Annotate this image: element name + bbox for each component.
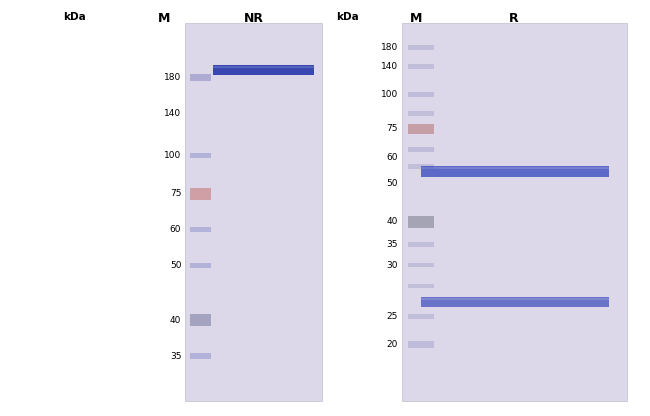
Text: NR: NR [244,12,263,25]
Bar [190,314,211,326]
Text: 50: 50 [386,179,398,188]
Bar [408,314,434,319]
Bar [213,65,313,75]
Bar [408,45,434,50]
Text: 75: 75 [170,190,181,198]
Text: 40: 40 [170,316,181,324]
Text: 40: 40 [386,217,398,226]
Bar [421,297,609,300]
Text: kDa: kDa [337,12,359,22]
Bar [190,353,211,359]
Bar [421,297,609,307]
Bar [190,262,211,267]
Text: 35: 35 [170,352,181,361]
Bar [190,227,211,232]
Bar [190,74,211,81]
Text: M: M [157,12,170,25]
Bar [408,147,434,152]
Text: 140: 140 [164,109,181,118]
Bar [408,124,434,134]
Bar [190,188,211,200]
Text: M: M [410,12,422,25]
Text: kDa: kDa [64,12,86,22]
Text: 50: 50 [170,261,181,270]
Bar [408,215,434,228]
Bar [185,23,322,401]
Bar [408,92,434,97]
Text: 180: 180 [164,73,181,82]
Bar [408,284,434,288]
Bar [408,64,434,69]
Text: 35: 35 [386,240,398,249]
Bar [421,166,609,177]
Text: 30: 30 [386,261,398,270]
Text: R: R [509,12,518,25]
Bar [402,23,627,401]
Text: 60: 60 [170,225,181,234]
Text: 25: 25 [386,312,398,321]
Text: 75: 75 [386,124,398,134]
Bar [408,242,434,247]
Bar [213,66,313,68]
Text: 180: 180 [380,43,398,52]
Text: 100: 100 [380,90,398,99]
Bar [408,341,434,349]
Text: 60: 60 [386,153,398,162]
Text: 100: 100 [164,151,181,160]
Bar [408,111,434,116]
Bar [408,263,434,267]
Bar [421,166,609,169]
Text: 20: 20 [386,340,398,349]
Bar [408,164,434,169]
Text: 140: 140 [381,62,398,71]
Bar [190,153,211,158]
